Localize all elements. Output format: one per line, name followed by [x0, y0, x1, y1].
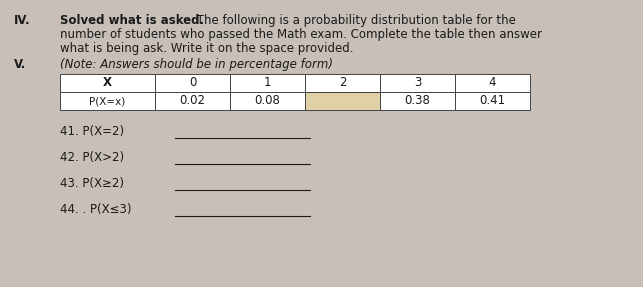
Text: 41. P(X=2): 41. P(X=2): [60, 125, 124, 139]
Bar: [305, 92, 380, 110]
Text: number of students who passed the Math exam. Complete the table then answer: number of students who passed the Math e…: [60, 28, 542, 41]
Bar: [380, 92, 455, 110]
Text: 42. P(X>2): 42. P(X>2): [60, 152, 124, 164]
Text: V.: V.: [14, 58, 26, 71]
Text: 4: 4: [489, 77, 496, 90]
Text: 0.41: 0.41: [480, 94, 505, 108]
Text: IV.: IV.: [14, 14, 31, 27]
Text: 3: 3: [414, 77, 421, 90]
Text: 1: 1: [264, 77, 271, 90]
Text: The following is a probability distribution table for the: The following is a probability distribut…: [193, 14, 516, 27]
Text: (Note: Answers should be in percentage form): (Note: Answers should be in percentage f…: [60, 58, 333, 71]
Bar: [60, 74, 155, 92]
Bar: [305, 74, 380, 92]
Bar: [230, 92, 305, 110]
Text: 0.08: 0.08: [255, 94, 280, 108]
Text: 0: 0: [189, 77, 196, 90]
Text: 2: 2: [339, 77, 346, 90]
Text: P(X=x): P(X=x): [89, 96, 125, 106]
Bar: [155, 92, 230, 110]
Text: what is being ask. Write it on the space provided.: what is being ask. Write it on the space…: [60, 42, 354, 55]
Bar: [455, 74, 530, 92]
Bar: [380, 74, 455, 92]
Text: 0.38: 0.38: [404, 94, 430, 108]
Bar: [455, 92, 530, 110]
Text: 0.02: 0.02: [179, 94, 206, 108]
Bar: [60, 92, 155, 110]
Text: Solved what is asked.: Solved what is asked.: [60, 14, 204, 27]
Bar: [155, 74, 230, 92]
Text: X: X: [103, 77, 112, 90]
Text: 43. P(X≥2): 43. P(X≥2): [60, 177, 124, 191]
Bar: [230, 74, 305, 92]
Text: 44. . P(X≤3): 44. . P(X≤3): [60, 203, 132, 216]
